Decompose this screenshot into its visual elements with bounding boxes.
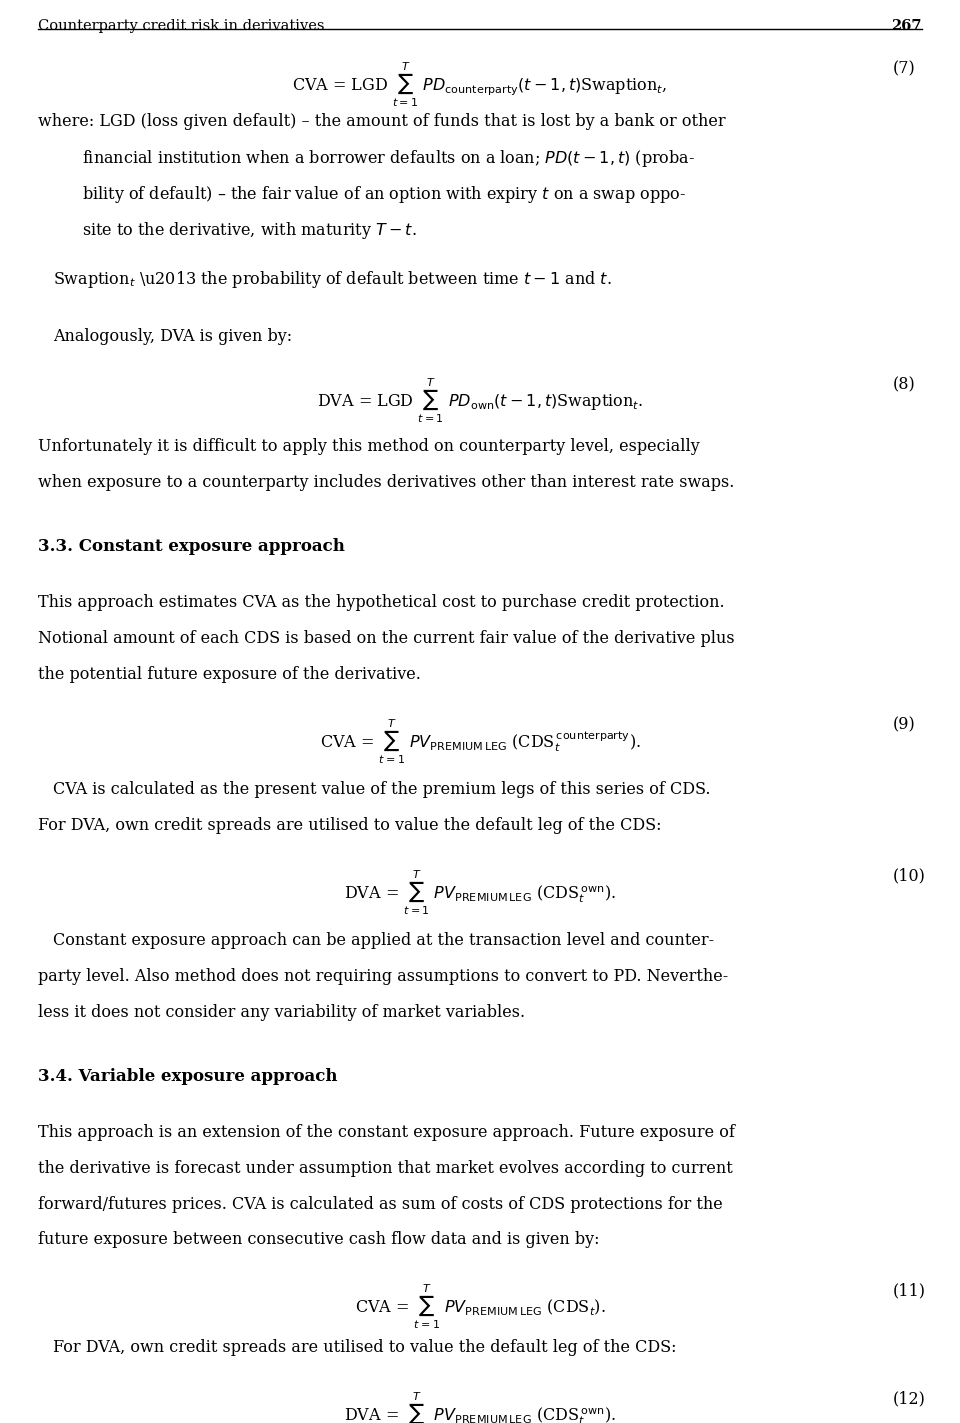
Text: when exposure to a counterparty includes derivatives other than interest rate sw: when exposure to a counterparty includes… [38, 474, 734, 491]
Text: Constant exposure approach can be applied at the transaction level and counter-: Constant exposure approach can be applie… [53, 932, 714, 949]
Text: financial institution when a borrower defaults on a loan; $PD(t-1, t)$ (proba-: financial institution when a borrower de… [82, 148, 695, 169]
Text: This approach estimates CVA as the hypothetical cost to purchase credit protecti: This approach estimates CVA as the hypot… [38, 593, 725, 610]
Text: forward/futures prices. CVA is calculated as sum of costs of CDS protections for: forward/futures prices. CVA is calculate… [38, 1195, 723, 1212]
Text: site to the derivative, with maturity $T-t$.: site to the derivative, with maturity $T… [82, 221, 417, 240]
Text: future exposure between consecutive cash flow data and is given by:: future exposure between consecutive cash… [38, 1231, 600, 1248]
Text: 3.3. Constant exposure approach: 3.3. Constant exposure approach [38, 538, 346, 555]
Text: Unfortunately it is difficult to apply this method on counterparty level, especi: Unfortunately it is difficult to apply t… [38, 438, 700, 455]
Text: For DVA, own credit spreads are utilised to value the default leg of the CDS:: For DVA, own credit spreads are utilised… [38, 817, 661, 834]
Text: the potential future exposure of the derivative.: the potential future exposure of the der… [38, 666, 421, 683]
Text: DVA = $\sum_{t=1}^{T}$ $PV_{\mathrm{PREMIUM\,LEG}}$ (CDS$_{t}^{\,\mathrm{own}}$): DVA = $\sum_{t=1}^{T}$ $PV_{\mathrm{PREM… [344, 1390, 616, 1423]
Text: 3.4. Variable exposure approach: 3.4. Variable exposure approach [38, 1067, 338, 1084]
Text: Analogously, DVA is given by:: Analogously, DVA is given by: [53, 327, 292, 344]
Text: CVA is calculated as the present value of the premium legs of this series of CDS: CVA is calculated as the present value o… [53, 781, 710, 798]
Text: DVA = $\sum_{t=1}^{T}$ $PV_{\mathrm{PREMIUM\,LEG}}$ (CDS$_{t}^{\,\mathrm{own}}$): DVA = $\sum_{t=1}^{T}$ $PV_{\mathrm{PREM… [344, 868, 616, 916]
Text: This approach is an extension of the constant exposure approach. Future exposure: This approach is an extension of the con… [38, 1124, 735, 1141]
Text: Counterparty credit risk in derivatives: Counterparty credit risk in derivatives [38, 18, 324, 33]
Text: For DVA, own credit spreads are utilised to value the default leg of the CDS:: For DVA, own credit spreads are utilised… [53, 1339, 676, 1356]
Text: party level. Also method does not requiring assumptions to convert to PD. Nevert: party level. Also method does not requir… [38, 968, 729, 985]
Text: (8): (8) [893, 376, 916, 393]
Text: DVA = LGD $\sum_{t=1}^{T}$ $PD_{\mathrm{own}}(t-1,t)$Swaption$_{t}$.: DVA = LGD $\sum_{t=1}^{T}$ $PD_{\mathrm{… [317, 376, 643, 425]
Text: CVA = LGD $\sum_{t=1}^{T}$ $PD_{\mathrm{counterparty}}(t-1,t)$Swaption$_{t}$,: CVA = LGD $\sum_{t=1}^{T}$ $PD_{\mathrm{… [293, 60, 667, 110]
Text: (7): (7) [893, 60, 916, 77]
Text: Swaption$_{t}$ \u2013 the probability of default between time $t-1$ and $t$.: Swaption$_{t}$ \u2013 the probability of… [53, 269, 612, 290]
Text: 267: 267 [891, 18, 922, 33]
Text: less it does not consider any variability of market variables.: less it does not consider any variabilit… [38, 1003, 525, 1020]
Text: the derivative is forecast under assumption that market evolves according to cur: the derivative is forecast under assumpt… [38, 1160, 733, 1177]
Text: (10): (10) [893, 868, 925, 885]
Text: (9): (9) [893, 717, 916, 734]
Text: Notional amount of each CDS is based on the current fair value of the derivative: Notional amount of each CDS is based on … [38, 630, 735, 646]
Text: CVA = $\sum_{t=1}^{T}$ $PV_{\mathrm{PREMIUM\,LEG}}$ (CDS$_{t}$).: CVA = $\sum_{t=1}^{T}$ $PV_{\mathrm{PREM… [354, 1282, 606, 1332]
Text: bility of default) – the fair value of an option with expiry $t$ on a swap oppo-: bility of default) – the fair value of a… [82, 185, 685, 205]
Text: (11): (11) [893, 1282, 925, 1299]
Text: where: LGD (loss given default) – the amount of funds that is lost by a bank or : where: LGD (loss given default) – the am… [38, 112, 726, 129]
Text: CVA = $\sum_{t=1}^{T}$ $PV_{\mathrm{PREMIUM\,LEG}}$ (CDS$_{t}^{\,\mathrm{counter: CVA = $\sum_{t=1}^{T}$ $PV_{\mathrm{PREM… [320, 717, 640, 766]
Text: (12): (12) [893, 1390, 925, 1407]
